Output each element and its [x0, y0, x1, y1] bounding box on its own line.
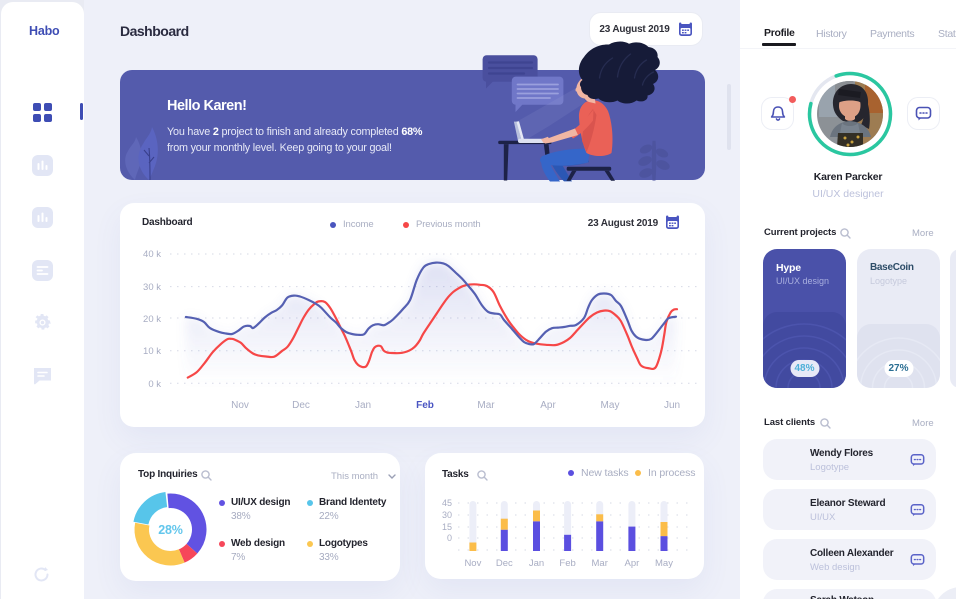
svg-text:Feb: Feb — [559, 558, 575, 569]
svg-text:0 k: 0 k — [148, 379, 161, 390]
svg-text:Jan: Jan — [355, 400, 371, 411]
svg-text:Jan: Jan — [529, 558, 544, 569]
svg-text:Mar: Mar — [592, 558, 608, 569]
svg-text:45: 45 — [442, 498, 452, 508]
svg-text:Dec: Dec — [496, 558, 513, 569]
svg-text:Feb: Feb — [416, 400, 434, 411]
svg-text:Nov: Nov — [231, 400, 249, 411]
svg-text:28%: 28% — [158, 523, 183, 537]
svg-text:10 k: 10 k — [143, 346, 161, 357]
svg-text:30: 30 — [442, 510, 452, 520]
svg-text:Mar: Mar — [477, 400, 495, 411]
svg-text:May: May — [655, 558, 673, 569]
svg-text:30 k: 30 k — [143, 282, 161, 293]
svg-text:Apr: Apr — [540, 400, 556, 411]
svg-text:40 k: 40 k — [143, 249, 161, 260]
svg-text:Apr: Apr — [625, 558, 640, 569]
svg-text:15: 15 — [442, 522, 452, 532]
svg-text:May: May — [601, 400, 620, 411]
svg-text:0: 0 — [447, 533, 452, 543]
svg-text:Jun: Jun — [664, 400, 680, 411]
svg-text:Dec: Dec — [292, 400, 310, 411]
svg-text:20 k: 20 k — [143, 314, 161, 325]
svg-text:Nov: Nov — [464, 558, 481, 569]
